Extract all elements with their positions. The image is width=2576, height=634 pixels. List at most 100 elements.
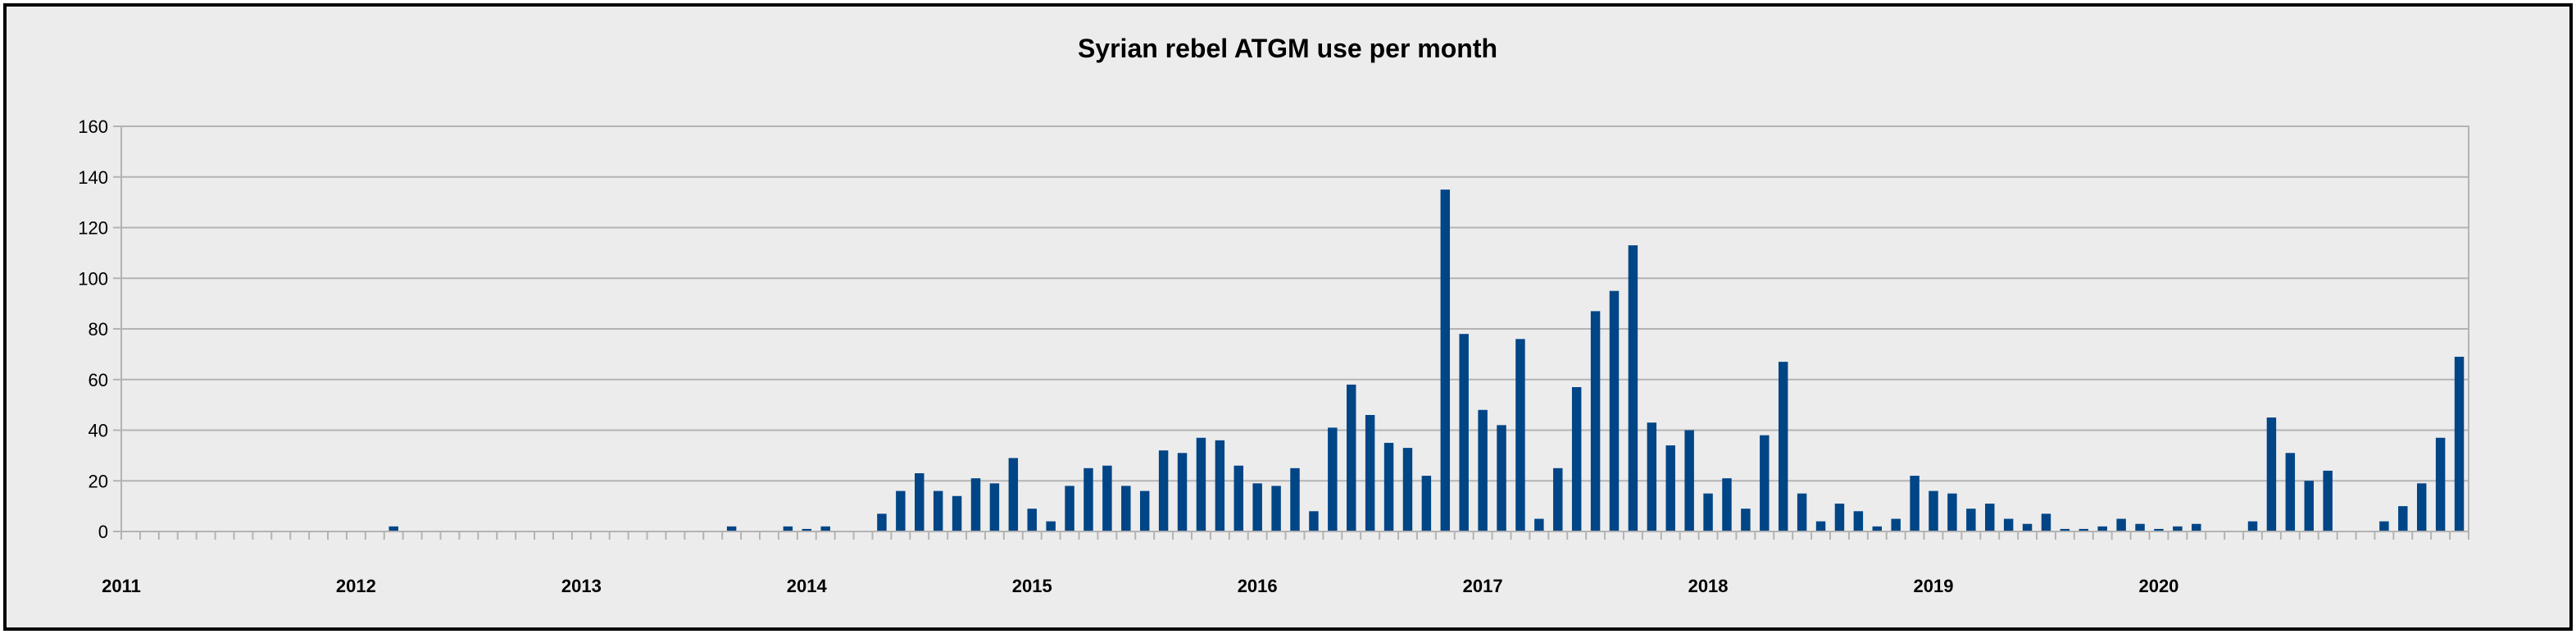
bar — [2435, 437, 2446, 531]
bar — [989, 483, 1000, 531]
bar — [1741, 509, 1751, 531]
bar — [1421, 476, 1432, 531]
chart-title: Syrian rebel ATGM use per month — [1078, 34, 1497, 63]
bar — [1139, 490, 1150, 531]
x-tick-label: 2015 — [1012, 576, 1052, 596]
bar — [1271, 486, 1281, 531]
bar — [915, 472, 925, 531]
bar — [1910, 476, 1920, 531]
bar — [802, 528, 812, 531]
bar — [820, 526, 830, 531]
bar — [2060, 528, 2070, 531]
bar — [2398, 506, 2408, 531]
bar — [2097, 526, 2107, 531]
bar — [1703, 493, 1713, 531]
bar — [1383, 442, 1394, 531]
bar — [2041, 513, 2051, 531]
bar — [970, 478, 981, 531]
bar — [1947, 493, 1957, 531]
bar — [1628, 245, 1638, 531]
bar — [1722, 478, 1732, 531]
bar — [2192, 523, 2201, 531]
bar — [783, 526, 793, 531]
y-tick-label: 160 — [78, 116, 108, 137]
bar — [2416, 483, 2427, 531]
plot-border — [120, 125, 2469, 532]
bar — [1891, 518, 1901, 531]
y-tick-label: 100 — [78, 268, 108, 289]
bar — [1121, 486, 1131, 531]
bar — [1534, 518, 1544, 531]
bar — [1233, 465, 1243, 531]
x-tick-label: 2017 — [1463, 576, 1503, 596]
bar — [1196, 437, 1206, 531]
bar — [726, 526, 737, 531]
bar — [1365, 414, 1375, 531]
x-tick-labels: 2011 2012 2013 2014 2015 2016 2017 2018 2019 2020 — [102, 576, 2178, 596]
chart-frame: Syrian rebel ATGM use per month 0 20 40 60 8… — [3, 3, 2573, 631]
bar — [877, 513, 887, 531]
x-tick-label: 2016 — [1238, 576, 1278, 596]
bar — [1290, 468, 1300, 531]
bar — [2003, 518, 2014, 531]
chart: Syrian rebel ATGM use per month 0 20 40 60 8… — [78, 34, 2469, 596]
x-tick-label: 2018 — [1688, 576, 1729, 596]
bar — [2266, 417, 2277, 531]
bar — [2116, 518, 2126, 531]
x-tick-label: 2019 — [1914, 576, 1954, 596]
bar — [1590, 311, 1601, 531]
bar — [896, 490, 906, 531]
bar — [1797, 493, 1807, 531]
x-tick-label: 2013 — [561, 576, 602, 596]
bars — [388, 189, 2465, 531]
bar — [1065, 486, 1074, 531]
bar — [1571, 387, 1582, 531]
bar — [1647, 422, 1657, 531]
bar — [1985, 504, 1995, 531]
bar — [2154, 528, 2164, 531]
x-tick-label: 2014 — [787, 576, 828, 596]
y-tick-labels: 0 20 40 60 80 100 120 140 160 — [78, 116, 108, 542]
bar — [1102, 465, 1112, 531]
bar — [1853, 511, 1864, 531]
y-tick-label: 60 — [89, 370, 108, 390]
bar — [1252, 483, 1262, 531]
bar — [1872, 526, 1882, 531]
x-tick-label: 2012 — [336, 576, 376, 596]
bar — [1966, 509, 1976, 531]
bar — [2079, 528, 2089, 531]
x-tick-label: 2020 — [2138, 576, 2178, 596]
bar — [2247, 521, 2258, 531]
bar — [1929, 490, 1938, 531]
bar — [1760, 435, 1770, 531]
bar — [1046, 521, 1056, 531]
bar — [388, 526, 398, 531]
bar — [1440, 189, 1451, 531]
bar — [1515, 339, 1525, 531]
bar — [1215, 440, 1225, 531]
bar — [1347, 384, 1356, 531]
y-tick-label: 140 — [78, 167, 108, 188]
bar — [1834, 504, 1845, 531]
bar — [1027, 509, 1037, 531]
bar — [1609, 290, 1620, 531]
bar — [2379, 521, 2389, 531]
bar — [2022, 523, 2033, 531]
bar — [2454, 356, 2465, 531]
y-tick-label: 80 — [89, 319, 108, 340]
bar — [1158, 450, 1169, 531]
bar — [2173, 526, 2183, 531]
bar — [1084, 468, 1093, 531]
bar — [1665, 445, 1675, 531]
bar — [2323, 470, 2333, 531]
bar — [1478, 409, 1488, 531]
x-tick-label: 2011 — [102, 576, 141, 596]
bar — [1309, 511, 1319, 531]
bar — [1553, 468, 1563, 531]
bar — [2304, 481, 2314, 531]
bar — [1815, 521, 1826, 531]
axes — [120, 125, 2469, 540]
bar — [933, 490, 943, 531]
bar — [1459, 334, 1469, 531]
bar — [1402, 448, 1413, 531]
